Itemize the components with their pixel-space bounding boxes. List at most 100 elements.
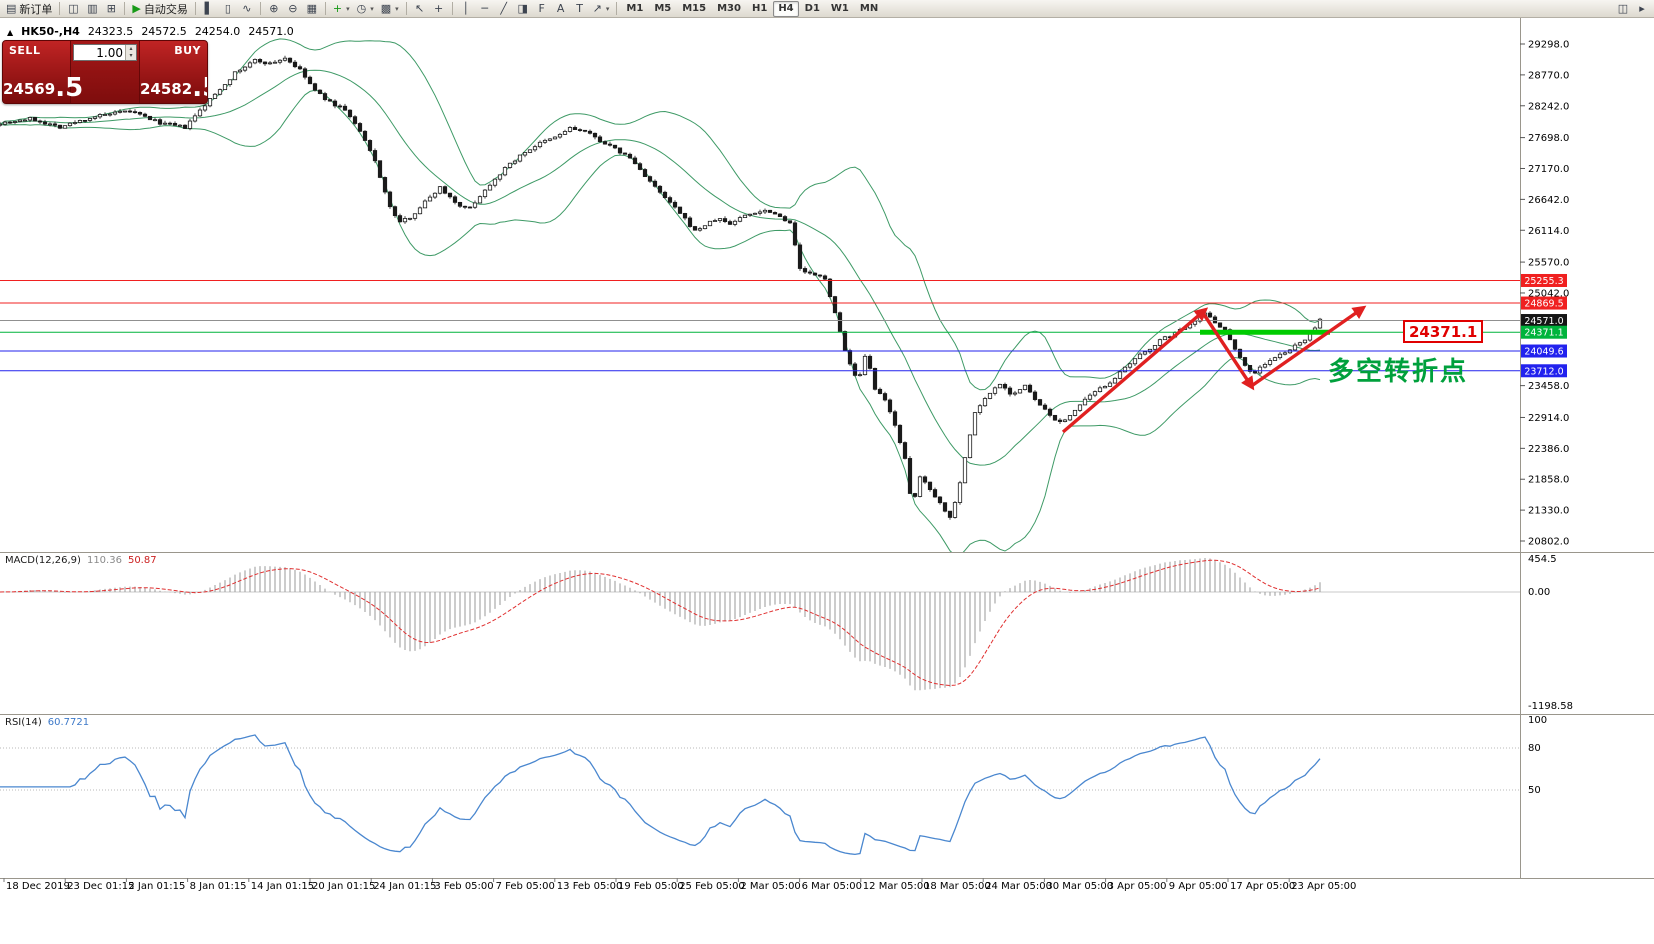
timeframe-m15[interactable]: M15 [682,3,707,14]
one-click-trading-panel: SELL 24569.5 1.00 ▴▾ BUY 24582.5 [2,40,208,104]
toolbar-market-watch[interactable]: ⊞ [102,1,120,17]
svg-text:27170.0: 27170.0 [1528,164,1569,175]
volume-down-icon[interactable]: ▾ [129,52,133,59]
text-label-icon: T [576,2,584,15]
svg-text:454.5: 454.5 [1528,554,1557,565]
toolbar-charts-window[interactable]: ◫ [64,1,82,17]
toolbar-line-chart-mode[interactable]: ∿ [238,1,256,17]
timeframe-m30[interactable]: M30 [717,3,741,14]
zoom-out-icon: ⊖ [288,2,298,15]
ohlc-open: 24323.5 [87,25,134,38]
time-label: 3 Feb 05:00 [434,881,493,892]
time-label: 18 Mar 05:00 [924,881,991,892]
trend-arrows[interactable] [1061,305,1367,434]
tile-windows-icon: ▦ [306,2,318,15]
toolbar-auto-scroll[interactable]: ▸ [1633,1,1651,17]
toolbar-autotrading[interactable]: ▶ 自动交易 [129,1,190,17]
timeframe-d1[interactable]: D1 [804,3,820,14]
time-label: 13 Feb 05:00 [557,881,623,892]
toolbar-crosshair[interactable]: + [430,1,448,17]
autotrading-label: 自动交易 [143,2,188,16]
volume-input[interactable]: 1.00 ▴ ▾ [73,44,137,61]
toolbar-zoom-out[interactable]: ⊖ [284,1,302,17]
timeframe-m1[interactable]: M1 [626,3,644,14]
trend-arrow [1201,312,1255,391]
toolbar-trendline[interactable]: ╱ [495,1,513,17]
toolbar-zoom-in[interactable]: ⊕ [265,1,283,17]
time-label: 2 Jan 01:15 [128,881,185,892]
toolbar-candlestick-mode[interactable]: ▯ [219,1,237,17]
svg-text:-1198.58: -1198.58 [1528,701,1573,712]
svg-text:80: 80 [1528,743,1541,754]
bollinger-bands [0,38,1321,552]
toolbar-new-order[interactable]: ▤ 新订单 [3,1,55,17]
rsi-value: 60.7721 [47,717,90,728]
symbol-name: HK50-,H4 [21,25,80,38]
time-label: 12 Mar 05:00 [863,881,930,892]
macd-histogram [4,558,1321,691]
volume-up-icon[interactable]: ▴ [129,45,133,52]
symbol-ohlc-readout: ▲ HK50-,H4 24323.5 24572.5 24254.0 24571… [7,25,294,38]
timeframe-w1[interactable]: W1 [830,3,849,14]
rsi-axis: 100 80 50 [1528,715,1547,796]
new-order-label: 新订单 [19,2,53,16]
auto-scroll-icon: ▸ [1639,2,1645,15]
toolbar-templates[interactable]: ▩ ▾ [378,1,402,17]
price-annotation-box[interactable]: 24371.1 [1403,320,1484,343]
timeframe-h1[interactable]: H1 [751,3,768,14]
chart-shift-icon: ◫ [1617,2,1629,15]
toolbar-indicators[interactable]: + ▾ [330,1,353,17]
svg-text:24371.1: 24371.1 [1524,328,1563,339]
new-order-icon: ▤ [6,2,17,15]
time-label: 3 Apr 05:00 [1108,881,1167,892]
svg-text:20802.0: 20802.0 [1528,537,1569,548]
turning-point-annotation[interactable]: 多空转折点 [1328,357,1469,387]
trend-arrow [1249,305,1367,389]
toolbar-separator [194,2,196,15]
buy-button[interactable]: BUY 24582.5 [140,41,207,103]
timeframe-mn[interactable]: MN [859,3,879,14]
svg-text:50: 50 [1528,785,1541,796]
svg-text:29298.0: 29298.0 [1528,40,1569,51]
toolbar-bar-chart-mode[interactable]: ▌ [200,1,218,17]
sell-button[interactable]: SELL 24569.5 [3,41,83,103]
macd-signal-line [0,559,1321,687]
price-label-box-24869.5 [1521,296,1567,310]
main-toolbar: ▤ 新订单 ◫ ▥ ⊞ ▶ 自动交易 ▌ ▯ ∿ ⊕ ⊖ ▦ + ▾ ◷ ▾ ▩ ▾ ↖ + │ ─ ╱ ◨ F A T ↗ ▾ M1 M5 M… [0,0,1654,18]
toolbar-cursor[interactable]: ↖ [411,1,429,17]
toolbar-fibonacci-retracement[interactable]: F [533,1,551,17]
svg-text:22386.0: 22386.0 [1528,444,1569,455]
toolbar-horizontal-line[interactable]: ─ [476,1,494,17]
rsi-line [0,734,1321,856]
time-label: 18 Dec 2019 [6,881,70,892]
toolbar-tile-windows[interactable]: ▦ [303,1,321,17]
timeframe-m5[interactable]: M5 [654,3,672,14]
toolbar-chart-shift[interactable]: ◫ [1614,1,1632,17]
fibonacci-retracement-icon: F [538,2,545,15]
toolbar-periods[interactable]: ◷ ▾ [354,1,377,17]
trendline-icon: ╱ [500,2,507,15]
svg-text:26642.0: 26642.0 [1528,195,1569,206]
toolbar-text[interactable]: A [552,1,570,17]
time-label: 8 Jan 01:15 [190,881,247,892]
toolbar-separator [259,2,261,15]
svg-text:24049.6: 24049.6 [1524,347,1563,358]
arrows-icon: ↗ [592,2,602,15]
toolbar-separator [59,2,61,15]
toolbar-profiles[interactable]: ▥ [83,1,101,17]
toolbar-text-label[interactable]: T [571,1,589,17]
charts-window-icon: ◫ [68,2,79,15]
svg-text:28770.0: 28770.0 [1528,70,1569,81]
periods-dropdown-icon: ▾ [370,4,374,13]
rsi-name: RSI(14) [5,717,42,728]
ohlc-low: 24254.0 [194,25,241,38]
candlestick-mode-icon: ▯ [224,2,231,15]
toolbar-vertical-line[interactable]: │ [457,1,475,17]
toolbar-equidistant-channel[interactable]: ◨ [514,1,532,17]
timeframe-h4[interactable]: H4 [773,0,799,17]
toolbar-separator [124,2,126,15]
toolbar-arrows[interactable]: ↗ ▾ [590,1,613,17]
svg-text:21858.0: 21858.0 [1528,475,1569,486]
